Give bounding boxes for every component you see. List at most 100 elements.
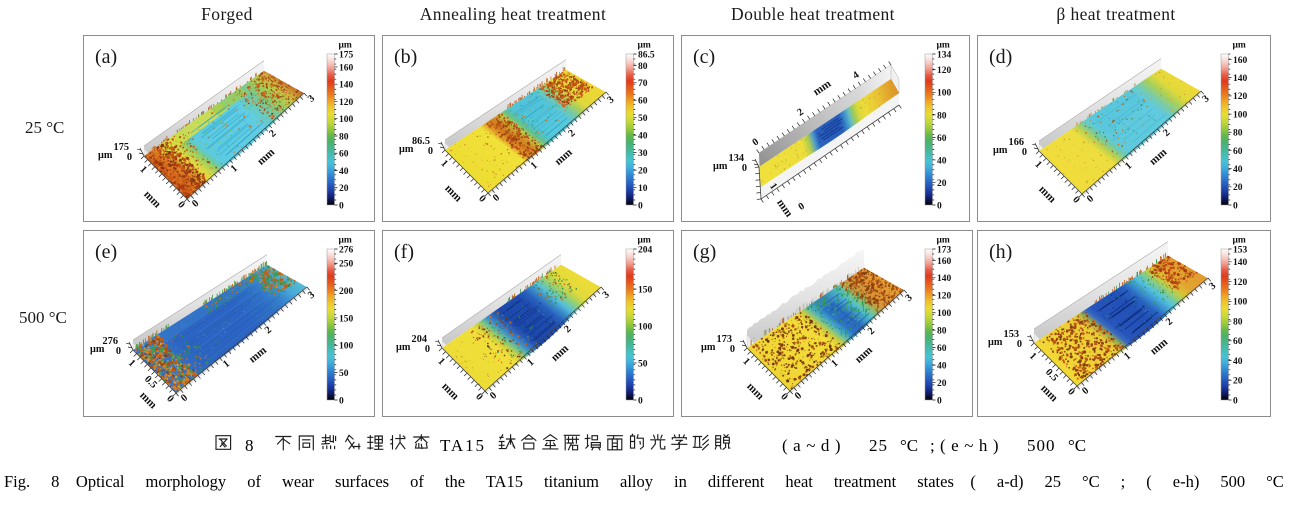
svg-text:20: 20: [638, 166, 648, 176]
svg-text:4: 4: [851, 70, 861, 82]
svg-text:40: 40: [638, 132, 648, 142]
svg-text:100: 100: [937, 89, 952, 99]
svg-text:0: 0: [339, 396, 344, 406]
svg-text:20: 20: [1233, 183, 1243, 193]
svg-text:2: 2: [795, 107, 805, 119]
svg-text:80: 80: [1233, 129, 1243, 139]
svg-text:0: 0: [116, 346, 121, 357]
svg-text:0: 0: [750, 137, 760, 149]
svg-text:276: 276: [339, 245, 354, 255]
svg-text:0: 0: [730, 344, 735, 355]
svg-text:TA15: TA15: [440, 436, 484, 455]
svg-text:86.5: 86.5: [412, 136, 430, 147]
svg-text:20: 20: [339, 184, 349, 194]
svg-text:(e~h): (e~h): [940, 436, 1004, 455]
svg-text:°C: °C: [1068, 436, 1086, 455]
svg-text:120: 120: [937, 292, 952, 302]
svg-text:173: 173: [937, 245, 952, 255]
svg-text:μm: μm: [1233, 236, 1246, 246]
svg-text:(a~d): (a~d): [782, 436, 846, 455]
svg-text:mm: mm: [439, 381, 461, 403]
svg-text:0: 0: [793, 390, 804, 402]
svg-text:153: 153: [1233, 245, 1248, 255]
svg-text:166: 166: [1009, 137, 1024, 148]
svg-text:140: 140: [1233, 74, 1248, 84]
svg-text:134: 134: [937, 50, 952, 60]
svg-text:μm: μm: [713, 161, 728, 172]
svg-text:μm: μm: [339, 236, 352, 246]
svg-text:200: 200: [339, 287, 354, 297]
svg-text:0: 0: [1022, 147, 1027, 158]
svg-text:120: 120: [339, 98, 354, 108]
svg-text:2: 2: [567, 128, 578, 140]
svg-text:3: 3: [1207, 281, 1218, 293]
svg-text:μm: μm: [937, 236, 950, 246]
svg-text:40: 40: [1233, 165, 1243, 175]
svg-text:70: 70: [638, 79, 648, 89]
svg-text:60: 60: [1233, 337, 1243, 347]
svg-text:153: 153: [1004, 329, 1019, 340]
svg-text:1: 1: [435, 356, 446, 367]
svg-text:;: ;: [930, 436, 935, 455]
svg-text:mm: mm: [811, 77, 834, 98]
svg-text:0: 0: [742, 163, 747, 174]
svg-text:160: 160: [1233, 56, 1248, 66]
svg-text:2: 2: [267, 128, 278, 140]
svg-text:μm: μm: [90, 344, 105, 355]
svg-text:mm: mm: [247, 344, 270, 366]
svg-text:50: 50: [638, 114, 648, 124]
svg-text:0: 0: [638, 396, 643, 406]
svg-text:μm: μm: [396, 342, 411, 353]
svg-text:1: 1: [767, 181, 779, 192]
svg-text:mm: mm: [853, 344, 875, 366]
svg-text:140: 140: [937, 274, 952, 284]
svg-text:40: 40: [1233, 357, 1243, 367]
svg-text:140: 140: [339, 81, 354, 91]
svg-text:160: 160: [339, 63, 354, 73]
svg-text:204: 204: [638, 245, 653, 255]
svg-text:25: 25: [869, 436, 888, 455]
svg-text:2: 2: [1164, 316, 1175, 328]
svg-text:0: 0: [638, 201, 643, 211]
svg-text:0: 0: [796, 201, 806, 213]
svg-text:mm: mm: [255, 146, 277, 168]
svg-text:1: 1: [1027, 351, 1038, 362]
svg-text:mm: mm: [1147, 146, 1170, 168]
svg-text:2: 2: [263, 325, 274, 337]
svg-text:0: 0: [175, 199, 186, 210]
svg-text:μm: μm: [339, 41, 352, 51]
svg-text:100: 100: [339, 342, 354, 352]
svg-text:0: 0: [1080, 385, 1091, 397]
svg-text:60: 60: [937, 134, 947, 144]
svg-text:40: 40: [339, 167, 349, 177]
svg-text:1: 1: [829, 358, 840, 370]
svg-text:120: 120: [1233, 92, 1248, 102]
svg-text:50: 50: [638, 359, 648, 369]
svg-text:°C: °C: [900, 436, 918, 455]
svg-text:100: 100: [339, 115, 354, 125]
svg-text:120: 120: [1233, 278, 1248, 288]
svg-text:20: 20: [937, 379, 947, 389]
svg-text:175: 175: [339, 50, 354, 60]
svg-text:μm: μm: [988, 337, 1003, 348]
svg-text:50: 50: [339, 369, 349, 379]
svg-text:μm: μm: [98, 150, 113, 161]
svg-text:60: 60: [339, 150, 349, 160]
svg-text:1: 1: [221, 358, 232, 370]
svg-text:250: 250: [339, 260, 354, 270]
svg-text:2: 2: [866, 326, 877, 338]
svg-text:60: 60: [1233, 147, 1243, 157]
svg-text:0: 0: [425, 344, 430, 355]
svg-text:0: 0: [488, 390, 499, 402]
svg-text:μm: μm: [701, 342, 716, 353]
svg-text:276: 276: [103, 336, 118, 347]
svg-text:10: 10: [638, 184, 648, 194]
svg-text:0: 0: [179, 392, 190, 404]
svg-text:0: 0: [778, 391, 789, 402]
svg-text:100: 100: [937, 309, 952, 319]
svg-text:140: 140: [1233, 258, 1248, 268]
svg-text:0: 0: [428, 146, 433, 157]
svg-text:Fig. 8 Optical morphology of: Fig. 8 Optical morphology of wear surfac…: [4, 472, 1284, 491]
svg-text:3: 3: [306, 290, 317, 302]
svg-text:mm: mm: [1038, 382, 1060, 404]
